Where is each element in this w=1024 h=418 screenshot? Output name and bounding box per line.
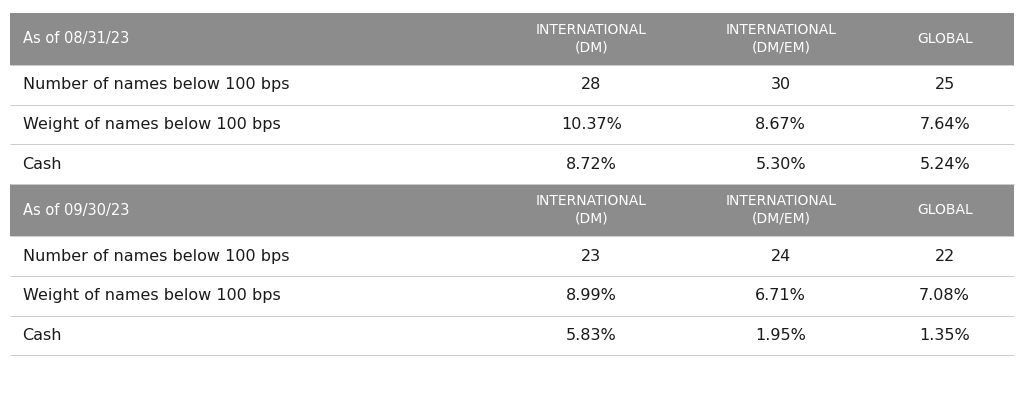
Text: 28: 28	[582, 77, 601, 92]
Text: INTERNATIONAL
(DM/EM): INTERNATIONAL (DM/EM)	[725, 23, 837, 54]
Bar	[10, 184, 1014, 236]
Text: Number of names below 100 bps: Number of names below 100 bps	[23, 249, 289, 263]
Text: 10.37%: 10.37%	[561, 117, 622, 132]
Text: 7.08%: 7.08%	[920, 288, 970, 303]
Bar	[10, 13, 1014, 65]
Text: Number of names below 100 bps: Number of names below 100 bps	[23, 77, 289, 92]
Text: INTERNATIONAL
(DM): INTERNATIONAL (DM)	[536, 23, 647, 54]
Text: 23: 23	[582, 249, 601, 263]
Text: 8.99%: 8.99%	[566, 288, 616, 303]
Text: 22: 22	[935, 249, 954, 263]
Bar	[10, 236, 1014, 276]
Text: Cash: Cash	[23, 157, 62, 171]
Text: As of 08/31/23: As of 08/31/23	[23, 31, 129, 46]
Text: 8.67%: 8.67%	[756, 117, 806, 132]
Text: 5.24%: 5.24%	[920, 157, 970, 171]
Text: Weight of names below 100 bps: Weight of names below 100 bps	[23, 288, 281, 303]
Text: 25: 25	[935, 77, 954, 92]
Text: 30: 30	[771, 77, 791, 92]
Text: GLOBAL: GLOBAL	[916, 32, 973, 46]
Text: 24: 24	[771, 249, 791, 263]
Bar	[10, 316, 1014, 355]
Bar	[10, 104, 1014, 144]
Text: Weight of names below 100 bps: Weight of names below 100 bps	[23, 117, 281, 132]
Text: 6.71%: 6.71%	[756, 288, 806, 303]
Text: As of 09/30/23: As of 09/30/23	[23, 203, 129, 217]
Bar	[10, 144, 1014, 184]
Bar	[10, 65, 1014, 104]
Text: 5.83%: 5.83%	[566, 328, 616, 343]
Text: GLOBAL: GLOBAL	[916, 203, 973, 217]
Text: 1.35%: 1.35%	[920, 328, 970, 343]
Text: INTERNATIONAL
(DM): INTERNATIONAL (DM)	[536, 194, 647, 226]
Text: INTERNATIONAL
(DM/EM): INTERNATIONAL (DM/EM)	[725, 194, 837, 226]
Text: 5.30%: 5.30%	[756, 157, 806, 171]
Text: 8.72%: 8.72%	[566, 157, 616, 171]
Text: 7.64%: 7.64%	[920, 117, 970, 132]
Text: 1.95%: 1.95%	[756, 328, 806, 343]
Bar	[10, 276, 1014, 316]
Text: Cash: Cash	[23, 328, 62, 343]
